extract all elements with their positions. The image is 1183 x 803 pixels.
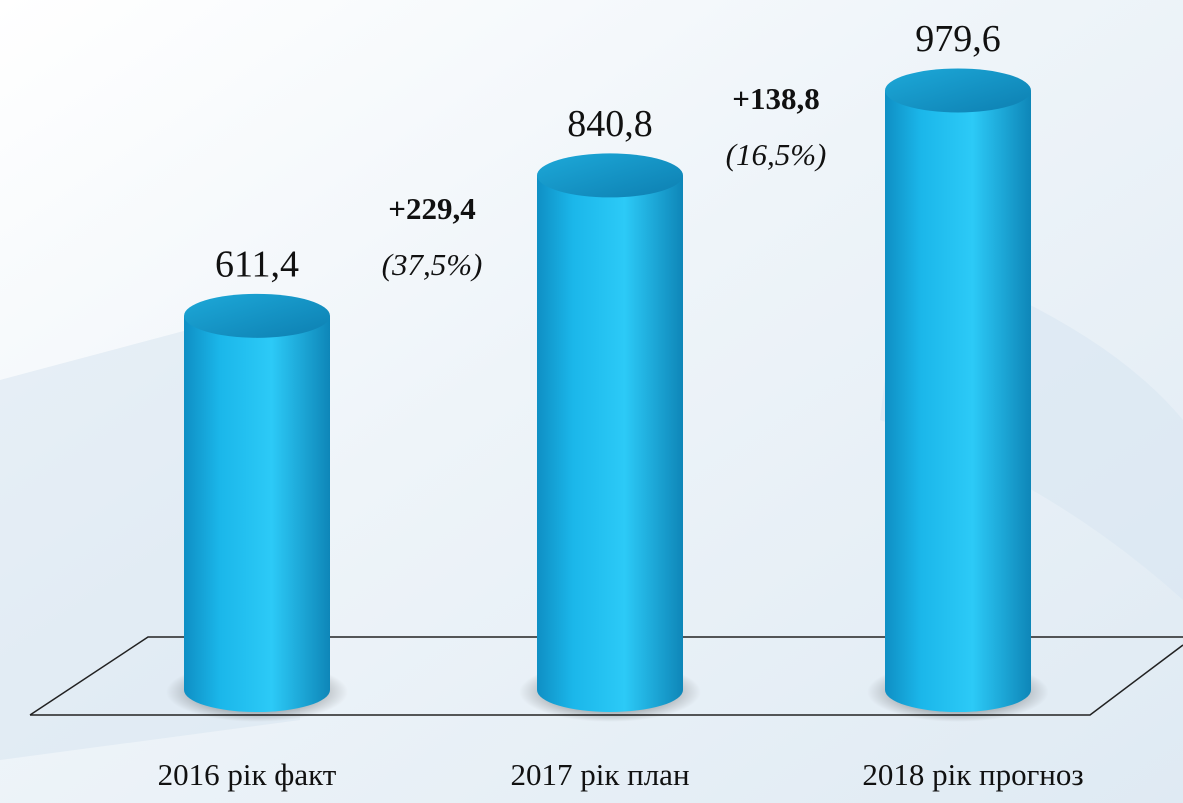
annotation: +138,8 bbox=[732, 81, 819, 116]
x-tick-label: 2017 рік план bbox=[510, 757, 689, 792]
bar bbox=[537, 175, 683, 712]
value-label: 979,6 bbox=[915, 18, 1001, 60]
bar-top bbox=[537, 153, 683, 198]
annotation-sub: (16,5%) bbox=[726, 137, 827, 172]
value-label: 840,8 bbox=[567, 103, 653, 145]
value-label: 611,4 bbox=[215, 244, 299, 286]
bar bbox=[885, 90, 1031, 712]
x-tick-label: 2016 рік факт bbox=[158, 757, 337, 792]
annotation: +229,4 bbox=[388, 191, 475, 226]
bar-top bbox=[885, 68, 1031, 113]
floor-edge bbox=[29, 636, 1183, 716]
floor bbox=[29, 636, 1183, 716]
annotation-sub: (37,5%) bbox=[382, 247, 483, 282]
x-tick-label: 2018 рік прогноз bbox=[862, 757, 1083, 792]
floor-edge bbox=[30, 644, 1183, 716]
bar-top bbox=[184, 293, 330, 338]
bar bbox=[184, 315, 330, 712]
